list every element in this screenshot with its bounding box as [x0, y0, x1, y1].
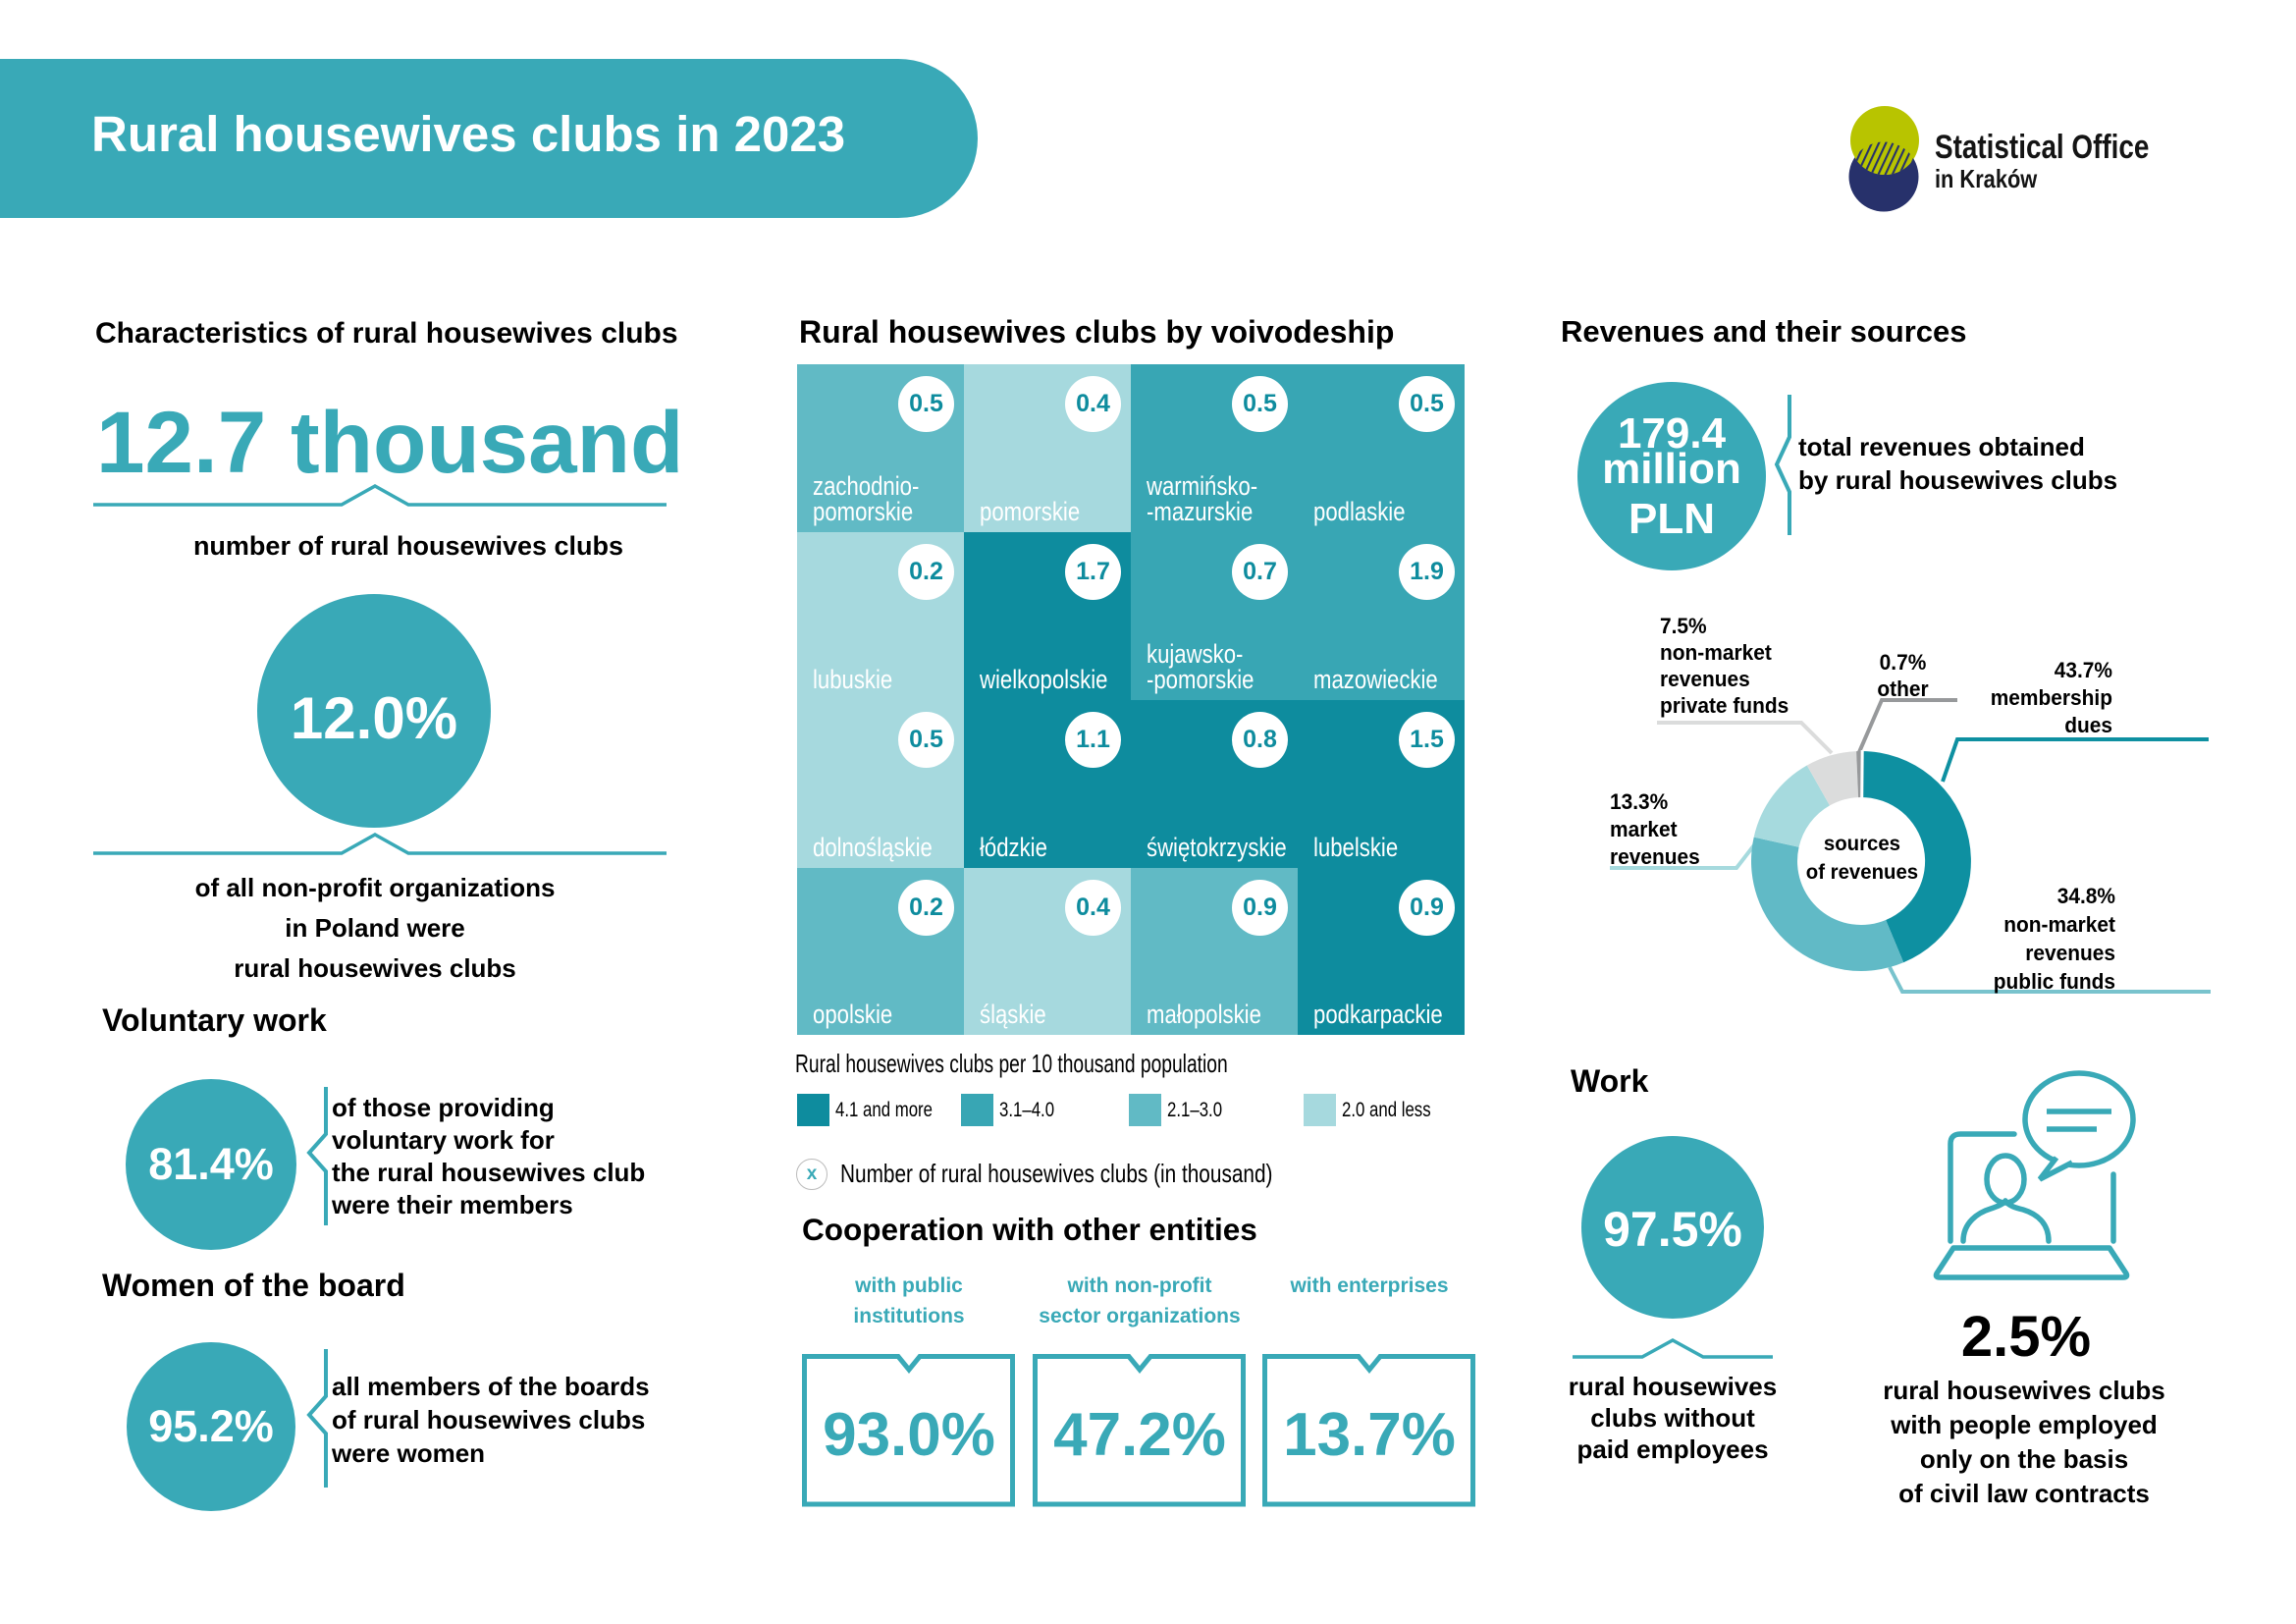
- svg-text:Statistical Office: Statistical Office: [1935, 128, 2149, 165]
- svg-text:in Kraków: in Kraków: [1935, 165, 2038, 193]
